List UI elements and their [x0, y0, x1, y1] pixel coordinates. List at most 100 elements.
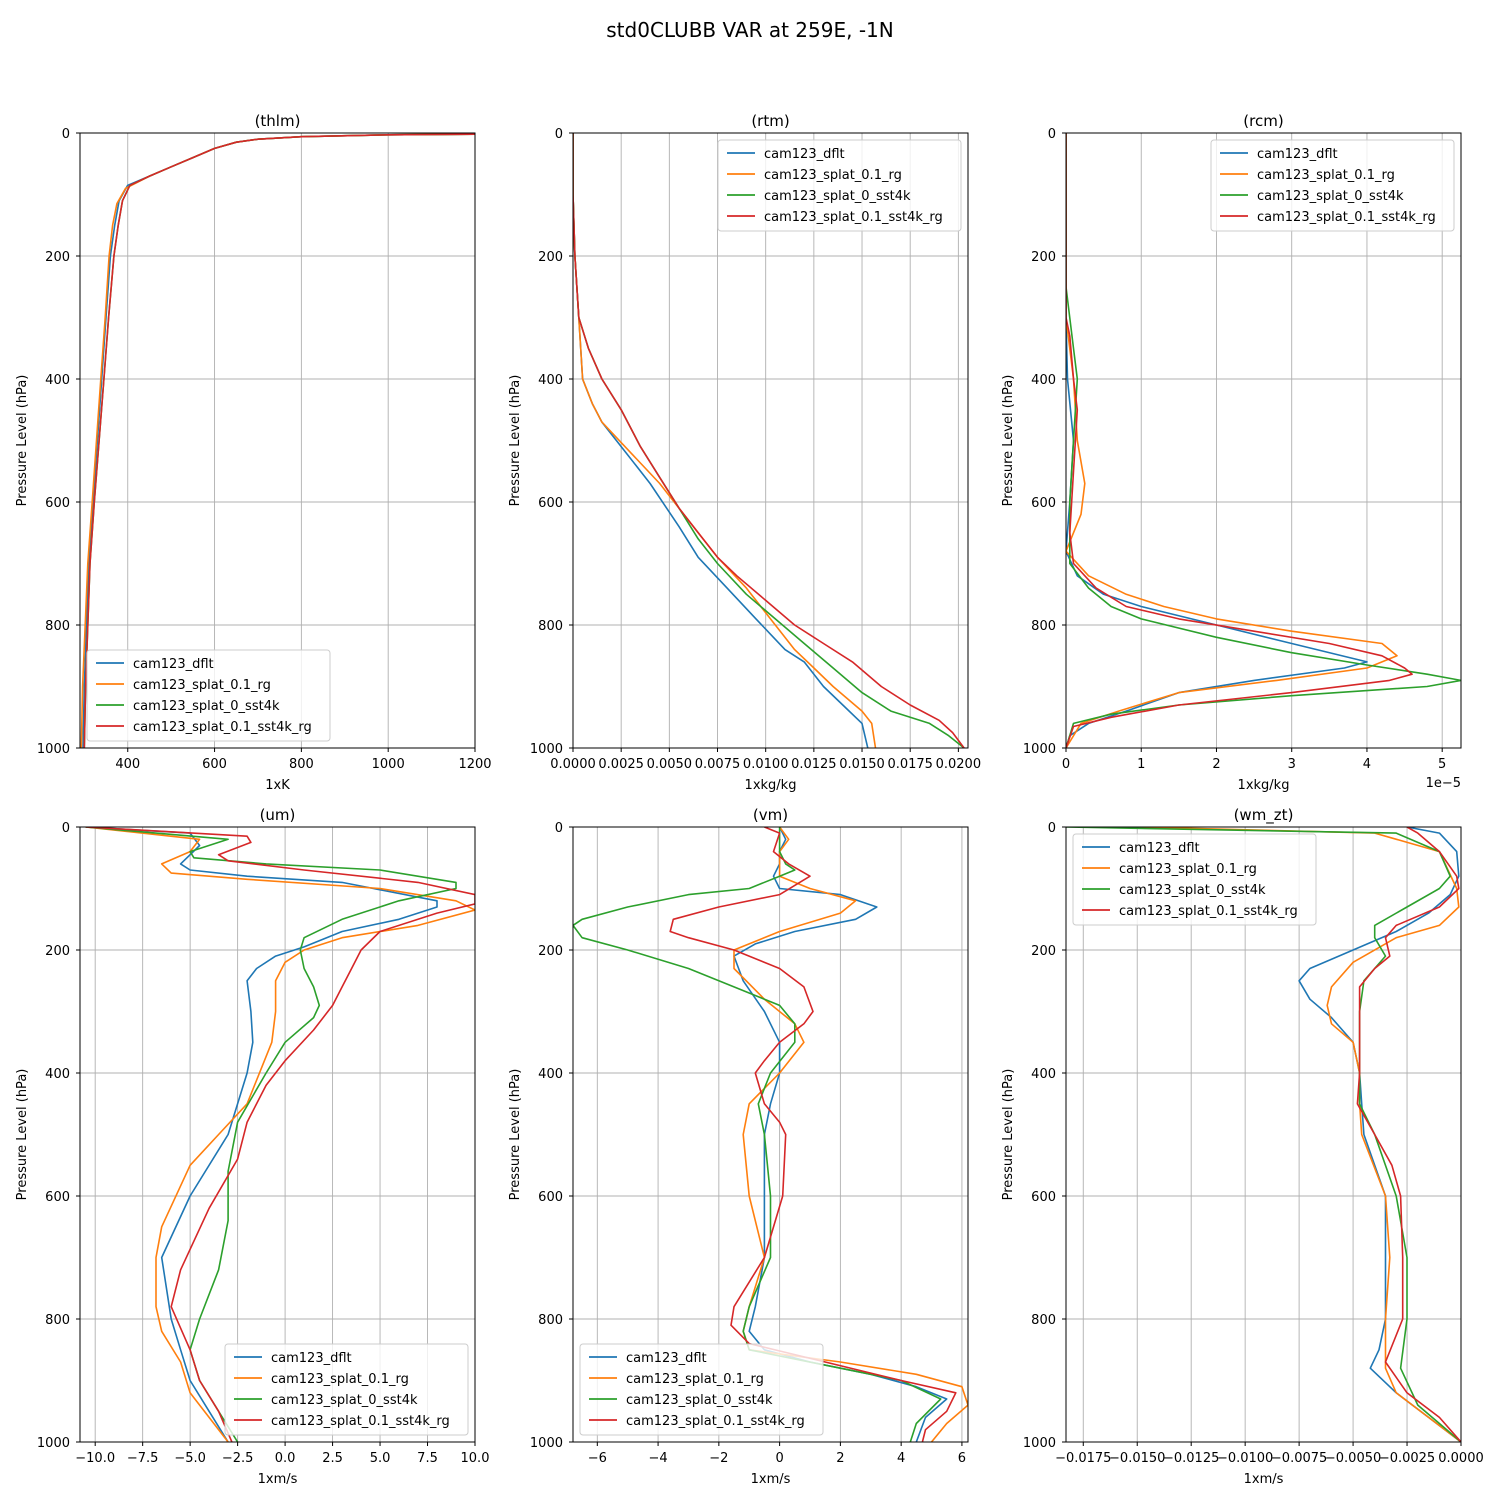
x-tick-label: 0.0000 — [550, 757, 596, 772]
legend-label: cam123_splat_0.1_rg — [133, 678, 271, 693]
panel-um: −10.0 −7.5 −5.0 −2.5 0.0 2.5 5.0 7.5 10.0 0 200 400… — [15, 806, 489, 1487]
y-tick-label: 200 — [538, 250, 563, 265]
legend: cam123_dflt cam123_splat_0.1_rg cam123_spl… — [717, 139, 962, 232]
x-tick-label: 4 — [1363, 757, 1371, 772]
y-tick-label: 600 — [538, 496, 563, 511]
panel-title-vm: (vm) — [753, 806, 788, 824]
x-tick-label: 2 — [836, 1451, 844, 1466]
x-tick-label: 0.0100 — [743, 757, 789, 772]
axes-frame — [79, 132, 476, 749]
y-tick-label: 600 — [45, 1190, 70, 1205]
x-tick-label: 2 — [1212, 757, 1220, 772]
y-tick-label: 1000 — [530, 1436, 563, 1451]
legend-label: cam123_dflt — [271, 1351, 352, 1366]
legend-label: cam123_splat_0.1_rg — [626, 1372, 764, 1387]
legend-label: cam123_dflt — [1257, 147, 1338, 162]
x-tick-label: 3 — [1288, 757, 1296, 772]
x-tick-label: 5 — [1438, 757, 1446, 772]
y-tick-label: 800 — [45, 1313, 70, 1328]
legend-box — [1072, 833, 1317, 926]
series-group — [1066, 827, 1461, 1442]
x-tick-label: −7.5 — [127, 1451, 159, 1466]
x-tick-label: 0.0025 — [598, 757, 644, 772]
y-tick-label: 600 — [1031, 1190, 1056, 1205]
x-axis-label: 1xkg/kg — [1238, 778, 1290, 793]
panel-title-rcm: (rcm) — [1243, 112, 1283, 130]
y-tick-label: 0 — [1048, 821, 1056, 836]
series-line-cam123_splat_0.1_sst4k_rg — [83, 133, 475, 748]
y-tick-label: 0 — [555, 821, 563, 836]
x-tick-label: 1200 — [458, 757, 491, 772]
y-tick-label: 800 — [1031, 619, 1056, 634]
series-line-cam123_splat_0.1_rg — [1137, 827, 1461, 1442]
panel-vm: −6 −4 −2 0 2 4 6 0 200 400 600 800 1000 (vm) 1xm/s Pres… — [508, 806, 969, 1487]
x-tick-label: −0.0025 — [1379, 1451, 1435, 1466]
legend-box — [579, 1343, 824, 1436]
y-tick-label: 200 — [1031, 944, 1056, 959]
y-tick-label: 1000 — [530, 742, 563, 757]
x-tick-label: 7.5 — [417, 1451, 438, 1466]
y-tick-label: 400 — [45, 373, 70, 388]
panel-title-um: (um) — [260, 806, 296, 824]
x-axis-label: 1xkg/kg — [745, 778, 797, 793]
y-tick-label: 0 — [62, 821, 70, 836]
series-line-cam123_splat_0.1_sst4k_rg — [85, 827, 475, 1442]
x-tick-label: −0.0175 — [1055, 1451, 1111, 1466]
x-tick-label: 2.5 — [322, 1451, 343, 1466]
series-line-cam123_dflt — [85, 827, 438, 1442]
y-tick-label: 800 — [538, 1313, 563, 1328]
y-tick-label: 0 — [1048, 127, 1056, 142]
panel-title-rtm: (rtm) — [751, 112, 789, 130]
axes-frame — [572, 826, 969, 1443]
legend-label: cam123_splat_0_sst4k — [764, 189, 911, 204]
x-tick-label: −0.0125 — [1163, 1451, 1219, 1466]
y-tick-label: 0 — [62, 127, 70, 142]
legend-label: cam123_splat_0_sst4k — [1257, 189, 1404, 204]
x-axis-label: 1xm/s — [751, 1472, 791, 1487]
series-group — [80, 133, 475, 748]
y-tick-label: 400 — [45, 1067, 70, 1082]
x-tick-label: −5.0 — [174, 1451, 206, 1466]
axes-frame — [1065, 132, 1462, 749]
x-tick-label: −0.0150 — [1109, 1451, 1165, 1466]
y-tick-label: 1000 — [37, 742, 70, 757]
legend-box — [717, 139, 962, 232]
x-tick-label: −0.0100 — [1217, 1451, 1273, 1466]
panel-rtm: 0.0000 0.0025 0.0050 0.0075 0.0100 0.0125 0.01… — [508, 112, 981, 793]
series-line-cam123_splat_0_sst4k — [85, 827, 457, 1442]
x-tick-label: 0.0200 — [936, 757, 982, 772]
legend-label: cam123_splat_0.1_sst4k_rg — [133, 720, 312, 735]
axes-frame — [79, 826, 476, 1443]
x-tick-label: 600 — [202, 757, 227, 772]
y-tick-label: 1000 — [37, 1436, 70, 1451]
y-tick-label: 400 — [1031, 1067, 1056, 1082]
legend-box — [1210, 139, 1455, 232]
panel-title-thlm: (thlm) — [255, 112, 301, 130]
legend-label: cam123_splat_0.1_rg — [271, 1372, 409, 1387]
legend: cam123_dflt cam123_splat_0.1_rg cam123_spl… — [579, 1343, 824, 1436]
series-group — [85, 827, 475, 1442]
x-tick-label: 0.0 — [275, 1451, 296, 1466]
legend: cam123_dflt cam123_splat_0.1_rg cam123_spl… — [1072, 833, 1317, 926]
legend-box — [86, 649, 331, 742]
x-tick-label: −10.0 — [75, 1451, 115, 1466]
legend-label: cam123_splat_0.1_sst4k_rg — [764, 210, 943, 225]
y-tick-label: 800 — [1031, 1313, 1056, 1328]
x-tick-label: 6 — [958, 1451, 966, 1466]
y-tick-label: 600 — [45, 496, 70, 511]
legend-label: cam123_splat_0.1_rg — [764, 168, 902, 183]
x-tick-label: −2.5 — [222, 1451, 254, 1466]
panel-title-wm_zt: (wm_zt) — [1234, 806, 1294, 825]
legend-label: cam123_splat_0.1_sst4k_rg — [271, 1414, 450, 1429]
x-tick-label: 5.0 — [370, 1451, 391, 1466]
x-tick-label: −2 — [709, 1451, 728, 1466]
axes-frame — [1065, 826, 1462, 1443]
y-tick-label: 800 — [538, 619, 563, 634]
x-tick-label: 0 — [775, 1451, 783, 1466]
y-tick-label: 400 — [538, 1067, 563, 1082]
x-tick-label: 1 — [1137, 757, 1145, 772]
x-tick-label: 0.0050 — [647, 757, 693, 772]
series-line-cam123_splat_0.1_rg — [85, 827, 475, 1442]
y-tick-label: 200 — [1031, 250, 1056, 265]
y-tick-label: 600 — [1031, 496, 1056, 511]
